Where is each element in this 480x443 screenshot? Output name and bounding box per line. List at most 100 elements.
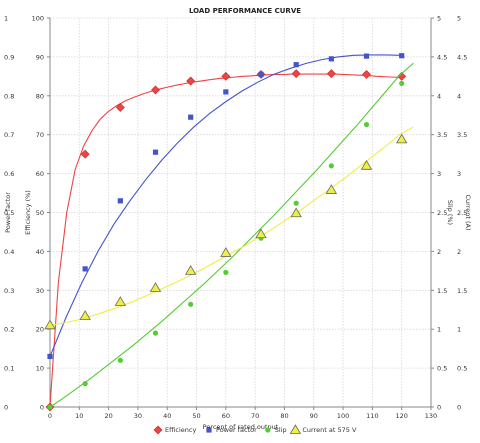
y-tick-label: 90 xyxy=(36,53,44,61)
data-point-efficiency xyxy=(151,85,160,95)
legend-label-slip: Slip xyxy=(275,426,287,434)
y-tick-label: 0 xyxy=(437,404,441,412)
y-tick-label: 0.5 xyxy=(4,209,14,217)
series-current-at-575-v xyxy=(44,126,414,330)
x-tick-label: 110 xyxy=(366,412,378,420)
y-tick-label: 5 xyxy=(437,15,441,23)
y-tick-label: 1 xyxy=(457,326,461,334)
y-tick-label: 80 xyxy=(36,92,44,100)
y-tick-label: 0.7 xyxy=(4,131,14,139)
y-axis-label: Power factor xyxy=(4,192,12,233)
x-tick-label: 40 xyxy=(163,412,171,420)
data-point-current-at-575-v xyxy=(149,282,162,292)
data-point-efficiency xyxy=(221,71,231,81)
data-point-current-at-575-v xyxy=(44,319,56,330)
y-tick-label: 0 xyxy=(457,404,461,412)
y-tick-label: 2 xyxy=(457,248,461,256)
data-point-power-factor xyxy=(258,71,264,78)
data-point-power-factor xyxy=(328,56,334,62)
y-tick-label: 0.9 xyxy=(4,53,14,61)
data-point-efficiency xyxy=(397,71,407,81)
y-axis-label: Slip (%) xyxy=(446,200,454,225)
data-point-slip xyxy=(188,301,194,307)
legend-marker-slip xyxy=(265,427,271,433)
y-tick-label: 40 xyxy=(36,248,44,256)
y-tick-label: 3 xyxy=(437,170,441,178)
y-tick-label: 2.5 xyxy=(437,209,447,217)
x-tick-label: 70 xyxy=(251,412,259,420)
legend-marker-current-at-575-v xyxy=(289,424,302,434)
y-tick-label: 0.5 xyxy=(457,365,467,373)
series-power-factor xyxy=(47,53,405,360)
y-tick-label: 0 xyxy=(4,404,8,412)
y-tick-label: 1 xyxy=(4,15,8,23)
x-tick-label: 10 xyxy=(75,412,83,420)
x-tick-label: 50 xyxy=(192,412,200,420)
data-point-power-factor xyxy=(152,149,159,155)
data-point-slip xyxy=(47,404,53,410)
y-tick-label: 5 xyxy=(457,15,461,23)
data-point-power-factor xyxy=(82,266,88,272)
data-point-slip xyxy=(223,269,229,276)
series-line-slip xyxy=(49,62,414,408)
data-point-current-at-575-v xyxy=(325,184,338,194)
y-tick-label: 1 xyxy=(437,326,441,334)
legend-marker-efficiency xyxy=(153,425,163,435)
data-point-slip xyxy=(399,80,405,86)
chart-title: LOAD PERFORMANCE CURVE xyxy=(189,7,301,15)
x-tick-label: 20 xyxy=(104,412,112,420)
y-tick-label: 4 xyxy=(457,92,461,100)
y-tick-label: 4.5 xyxy=(437,53,447,61)
y-tick-label: 20 xyxy=(36,326,44,334)
y-tick-label: 3 xyxy=(457,170,461,178)
y-tick-label: 60 xyxy=(36,170,44,178)
y-tick-label: 0.8 xyxy=(4,92,14,100)
x-tick-label: 120 xyxy=(395,412,407,420)
y-tick-label: 0.6 xyxy=(4,170,14,178)
y-tick-label: 4 xyxy=(437,92,441,100)
x-tick-label: 0 xyxy=(48,412,52,420)
data-point-efficiency xyxy=(362,69,371,79)
data-point-current-at-575-v xyxy=(114,296,127,306)
y-tick-label: 0.3 xyxy=(4,287,14,295)
y-tick-label: 50 xyxy=(36,209,44,217)
y-axis-label: Efficiency (%) xyxy=(24,190,32,235)
data-point-slip xyxy=(152,330,159,336)
data-point-slip xyxy=(363,121,370,128)
y-tick-label: 3.5 xyxy=(457,131,467,139)
y-tick-label: 0.1 xyxy=(4,365,14,373)
data-point-efficiency xyxy=(186,76,196,86)
x-tick-label: 80 xyxy=(280,412,288,420)
data-point-power-factor xyxy=(223,89,229,95)
y-tick-label: 100 xyxy=(32,15,44,23)
data-point-slip xyxy=(82,381,88,387)
data-point-efficiency xyxy=(80,149,90,159)
series-line-power-factor xyxy=(49,54,402,357)
data-point-current-at-575-v xyxy=(360,160,373,170)
legend-label-power-factor: Power factor xyxy=(216,426,257,434)
x-tick-label: 90 xyxy=(310,412,318,420)
x-tick-label: 60 xyxy=(222,412,230,420)
y-tick-label: 4.5 xyxy=(457,53,467,61)
x-axis-label: Percent of rated output xyxy=(203,423,279,431)
data-point-power-factor xyxy=(188,114,194,120)
legend-marker-power-factor xyxy=(206,427,212,433)
y-axis-label: Current (A) xyxy=(464,195,472,231)
series-efficiency xyxy=(45,69,407,412)
data-point-current-at-575-v xyxy=(255,228,267,239)
y-tick-label: 1.5 xyxy=(437,287,447,295)
y-tick-label: 3.5 xyxy=(437,131,447,139)
y-tick-label: 0.5 xyxy=(437,365,447,373)
data-point-current-at-575-v xyxy=(220,247,232,257)
data-point-efficiency xyxy=(115,103,125,112)
data-point-efficiency xyxy=(326,69,336,79)
series-line-current-at-575-v xyxy=(49,126,414,326)
legend-label-efficiency: Efficiency xyxy=(165,426,196,434)
series-layer xyxy=(44,53,414,412)
data-point-efficiency xyxy=(291,69,301,79)
y-tick-label: 0.4 xyxy=(4,248,14,256)
data-point-current-at-575-v xyxy=(395,133,408,144)
data-point-current-at-575-v xyxy=(290,207,302,218)
data-point-current-at-575-v xyxy=(184,265,197,275)
